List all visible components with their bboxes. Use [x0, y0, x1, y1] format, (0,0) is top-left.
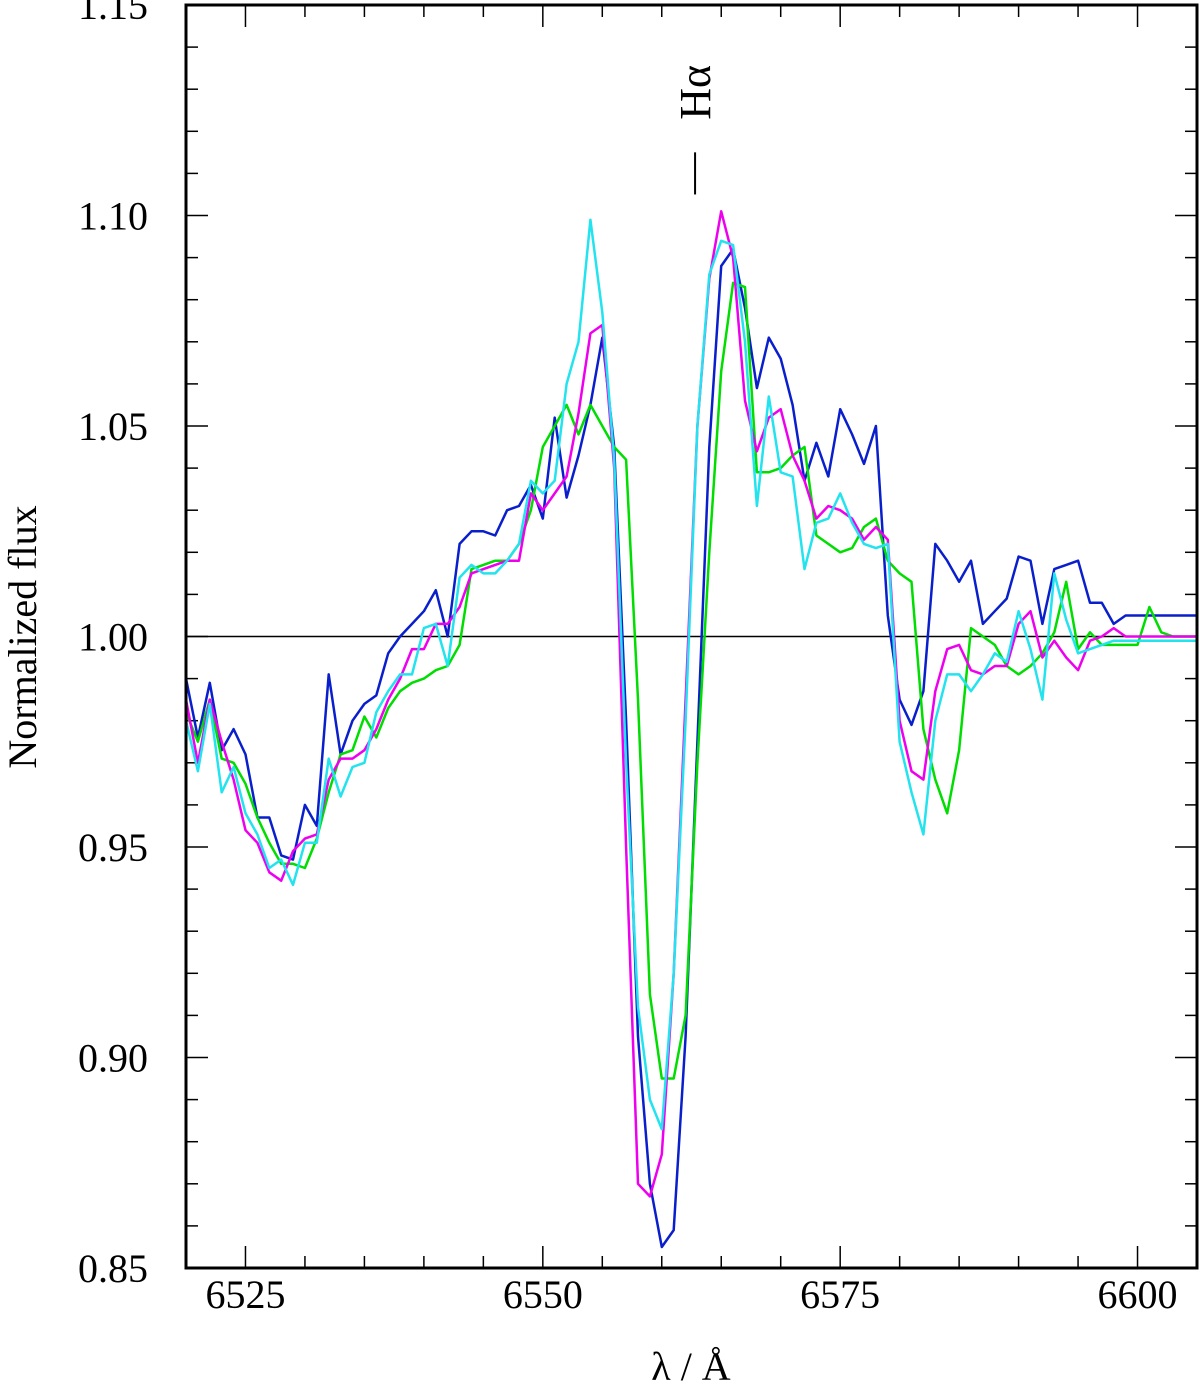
y-tick-label: 0.90	[78, 1036, 148, 1081]
x-tick-label: 6550	[503, 1272, 583, 1317]
series-line-3	[186, 210, 1197, 1198]
series-line-1	[186, 247, 1197, 1249]
tick-labels: 6525 6550 6575 6600 0.85 0.90 0.95 1.00 1.05 1.10…	[78, 0, 1178, 1317]
series-line-2	[186, 281, 1197, 1080]
series-line-4	[186, 218, 1197, 1131]
h-alpha-label: Hα	[671, 65, 720, 120]
y-axis-title: Normalized flux	[0, 505, 45, 768]
x-tick-label: 6600	[1098, 1272, 1178, 1317]
x-tick-label: 6525	[205, 1272, 285, 1317]
x-tick-label: 6575	[800, 1272, 880, 1317]
series-group	[186, 210, 1197, 1249]
y-tick-label: 1.00	[78, 615, 148, 660]
y-tick-label: 1.05	[78, 404, 148, 449]
y-tick-label: 0.95	[78, 825, 148, 870]
y-tick-label: 1.15	[78, 0, 148, 28]
plot-frame	[184, 3, 1199, 1270]
x-axis-title: λ / Å	[651, 1344, 731, 1386]
h-alpha-marker: Hα	[671, 65, 720, 195]
y-tick-label: 0.85	[78, 1246, 148, 1291]
y-tick-label: 1.10	[78, 194, 148, 239]
